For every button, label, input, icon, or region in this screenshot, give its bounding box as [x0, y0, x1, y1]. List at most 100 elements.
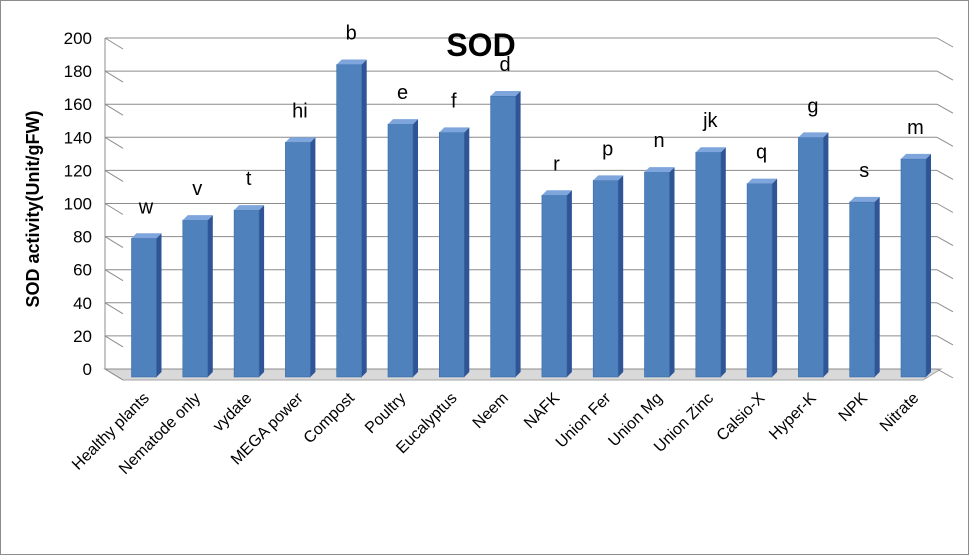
bar [746, 183, 773, 378]
y-tick-label: 20 [73, 327, 92, 346]
bar-top-face [234, 205, 265, 211]
bar-side-face [823, 132, 829, 377]
bar-side-face [259, 205, 265, 377]
data-label: n [653, 130, 664, 152]
bar-top-face [901, 153, 931, 159]
bar-top-face [798, 132, 829, 138]
bar-side-face [874, 196, 880, 377]
gridline-right-bend [936, 335, 954, 346]
x-tick-label: Poultry [362, 390, 409, 437]
gridline-right-bend [936, 70, 954, 81]
bar [438, 132, 465, 378]
bar [541, 194, 568, 378]
data-label: r [553, 153, 560, 175]
gridline-right-bend [936, 169, 954, 180]
gridline-left-bend [104, 335, 124, 348]
bar-side-face [772, 178, 778, 377]
gridline-left-bend [104, 136, 124, 149]
bar-side-face [720, 147, 726, 377]
bar-side-face [207, 215, 213, 377]
bar [131, 237, 157, 378]
bar [900, 158, 927, 378]
data-label: m [907, 117, 924, 139]
y-tick-label: 140 [64, 128, 92, 147]
bar [336, 64, 363, 378]
bar [695, 151, 722, 378]
bar-top-face [490, 90, 521, 96]
data-labels: w v t hi b e f d r p n jk q g s m [138, 23, 924, 219]
data-label: t [246, 168, 252, 190]
data-label: q [756, 142, 767, 164]
bar-side-face [618, 175, 624, 377]
gridline-left-bend [104, 236, 124, 249]
x-tick-label: Calsio-X [714, 390, 769, 445]
bar [233, 209, 260, 378]
gridline-right-bend [936, 136, 954, 147]
bar [285, 142, 311, 378]
data-label: d [500, 54, 511, 76]
bar [798, 137, 824, 378]
bar-side-face [156, 233, 162, 377]
bar-top-face [747, 178, 778, 184]
bar-side-face [413, 119, 418, 377]
bar [592, 180, 619, 378]
bar [644, 171, 670, 378]
data-label: v [192, 178, 202, 200]
y-axis-label: SOD activity(Unit/gFW) [23, 110, 43, 307]
y-tick-label: 160 [64, 95, 92, 114]
x-tick-label: Union Fer [553, 389, 615, 451]
bar [182, 219, 209, 378]
bar-top-face [439, 127, 470, 133]
y-tick-label: 180 [64, 62, 92, 81]
bar-side-face [926, 153, 931, 377]
gridline-left-bend [104, 302, 124, 315]
data-label: s [859, 160, 869, 182]
gridline-left-bend [104, 103, 124, 116]
bar-top-face [695, 147, 726, 153]
bars [131, 59, 931, 378]
gridline-left-bend [104, 269, 124, 282]
chart-title: SOD [446, 27, 515, 63]
bar-side-face [464, 127, 470, 378]
bar-top-face [644, 167, 675, 173]
x-tick-label: Nitrate [877, 390, 922, 435]
y-tick-label: 0 [83, 360, 92, 379]
bar-top-face [593, 175, 624, 181]
data-label: g [807, 95, 818, 117]
y-tick-label: 80 [73, 228, 92, 247]
bar-top-face [541, 190, 572, 196]
bar-top-face [336, 59, 367, 65]
data-label: b [346, 23, 357, 45]
y-tick-label: 100 [64, 195, 92, 214]
gridline-right-bend [936, 368, 954, 379]
gridline-right-bend [936, 37, 954, 48]
data-label: e [397, 82, 408, 104]
bar-side-face [566, 190, 572, 377]
gridline-left-bend [104, 368, 124, 381]
y-tick-label: 200 [64, 29, 92, 48]
bar-top-face [849, 196, 880, 202]
bar-side-face [310, 137, 316, 377]
bar-side-face [669, 167, 675, 377]
y-tick-label: 60 [73, 261, 92, 280]
gridline-left-bend [104, 169, 124, 182]
bar-side-face [361, 59, 367, 377]
x-tick-label: Hyper-K [766, 390, 820, 444]
gridline-right-bend [936, 103, 954, 114]
gridline-right-bend [936, 269, 954, 280]
bar-top-face [131, 233, 162, 239]
data-label: f [451, 90, 457, 112]
gridline-left-bend [104, 70, 124, 83]
gridline-left-bend [104, 37, 124, 50]
gridline-left-bend [104, 203, 124, 215]
data-label: p [602, 138, 613, 160]
bar-side-face [515, 90, 521, 378]
data-label: jk [702, 110, 718, 132]
x-tick-label: NAFK [521, 390, 563, 432]
bar-top-face [182, 215, 213, 221]
bar [490, 95, 516, 378]
y-tick-label: 120 [64, 161, 92, 180]
